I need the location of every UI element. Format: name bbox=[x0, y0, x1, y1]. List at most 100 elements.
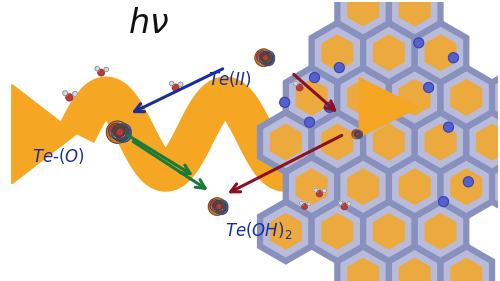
Circle shape bbox=[112, 124, 126, 137]
Text: $\mathit{Te(OH)_2}$: $\mathit{Te(OH)_2}$ bbox=[225, 220, 292, 241]
Polygon shape bbox=[58, 76, 376, 192]
Polygon shape bbox=[296, 168, 328, 205]
Polygon shape bbox=[373, 213, 405, 250]
Circle shape bbox=[354, 131, 360, 136]
Circle shape bbox=[212, 201, 224, 212]
Circle shape bbox=[214, 200, 223, 210]
Circle shape bbox=[114, 124, 128, 138]
Circle shape bbox=[448, 53, 458, 63]
Polygon shape bbox=[363, 23, 414, 83]
Circle shape bbox=[444, 122, 454, 132]
Circle shape bbox=[172, 84, 179, 91]
Circle shape bbox=[114, 128, 128, 142]
Polygon shape bbox=[373, 124, 405, 160]
Circle shape bbox=[259, 54, 268, 64]
Polygon shape bbox=[389, 68, 440, 127]
Polygon shape bbox=[347, 168, 379, 205]
Polygon shape bbox=[312, 112, 363, 172]
Polygon shape bbox=[286, 68, 338, 127]
Circle shape bbox=[215, 201, 226, 212]
Circle shape bbox=[214, 200, 224, 209]
Circle shape bbox=[355, 132, 361, 138]
Circle shape bbox=[106, 121, 128, 143]
Polygon shape bbox=[322, 213, 354, 250]
Circle shape bbox=[262, 54, 272, 64]
Circle shape bbox=[72, 92, 78, 96]
Circle shape bbox=[116, 127, 131, 142]
Polygon shape bbox=[466, 112, 500, 172]
Circle shape bbox=[334, 63, 344, 72]
Circle shape bbox=[300, 201, 303, 205]
Polygon shape bbox=[398, 258, 430, 281]
Circle shape bbox=[260, 54, 270, 64]
Circle shape bbox=[63, 91, 68, 96]
Polygon shape bbox=[450, 258, 482, 281]
Polygon shape bbox=[492, 157, 500, 216]
Polygon shape bbox=[450, 79, 482, 116]
Circle shape bbox=[414, 38, 424, 48]
Circle shape bbox=[178, 82, 183, 87]
Circle shape bbox=[310, 72, 320, 83]
Circle shape bbox=[259, 52, 271, 64]
Circle shape bbox=[354, 132, 359, 137]
Circle shape bbox=[216, 202, 228, 214]
Circle shape bbox=[104, 67, 108, 72]
Circle shape bbox=[338, 201, 343, 205]
Polygon shape bbox=[338, 0, 389, 38]
Polygon shape bbox=[424, 34, 456, 71]
Circle shape bbox=[108, 123, 124, 139]
Polygon shape bbox=[414, 23, 467, 83]
Polygon shape bbox=[414, 112, 467, 172]
Polygon shape bbox=[398, 168, 430, 205]
Polygon shape bbox=[347, 79, 379, 116]
Polygon shape bbox=[373, 34, 405, 71]
Polygon shape bbox=[398, 0, 430, 26]
Circle shape bbox=[354, 131, 360, 137]
Polygon shape bbox=[338, 157, 389, 216]
Circle shape bbox=[111, 128, 124, 140]
Circle shape bbox=[210, 200, 222, 212]
Polygon shape bbox=[286, 157, 338, 216]
Polygon shape bbox=[322, 34, 354, 71]
Circle shape bbox=[260, 52, 270, 62]
Circle shape bbox=[256, 51, 268, 63]
Circle shape bbox=[356, 131, 362, 137]
Circle shape bbox=[216, 200, 228, 212]
Circle shape bbox=[342, 204, 347, 210]
Circle shape bbox=[347, 201, 351, 206]
Circle shape bbox=[262, 51, 274, 63]
Polygon shape bbox=[476, 124, 500, 160]
Circle shape bbox=[98, 69, 104, 76]
Circle shape bbox=[424, 83, 434, 92]
Circle shape bbox=[307, 202, 311, 206]
Circle shape bbox=[352, 130, 360, 137]
Circle shape bbox=[324, 102, 334, 112]
Polygon shape bbox=[322, 124, 354, 160]
Circle shape bbox=[302, 204, 308, 209]
Polygon shape bbox=[440, 246, 492, 281]
Text: $h\nu$: $h\nu$ bbox=[128, 7, 170, 40]
Polygon shape bbox=[492, 68, 500, 127]
Circle shape bbox=[356, 132, 362, 139]
Circle shape bbox=[354, 132, 360, 138]
Circle shape bbox=[112, 127, 126, 141]
Polygon shape bbox=[12, 85, 76, 184]
Polygon shape bbox=[363, 201, 414, 261]
Polygon shape bbox=[440, 68, 492, 127]
Circle shape bbox=[356, 131, 362, 137]
Circle shape bbox=[354, 131, 360, 136]
Polygon shape bbox=[389, 157, 440, 216]
Circle shape bbox=[356, 132, 362, 138]
Circle shape bbox=[112, 124, 126, 140]
Polygon shape bbox=[363, 112, 414, 172]
Circle shape bbox=[302, 82, 307, 87]
Circle shape bbox=[296, 84, 303, 91]
Polygon shape bbox=[398, 79, 430, 116]
Polygon shape bbox=[270, 124, 302, 160]
Circle shape bbox=[116, 124, 131, 139]
Polygon shape bbox=[338, 68, 389, 127]
Polygon shape bbox=[359, 78, 418, 137]
Circle shape bbox=[260, 51, 270, 61]
Circle shape bbox=[214, 200, 225, 211]
Polygon shape bbox=[260, 112, 312, 172]
